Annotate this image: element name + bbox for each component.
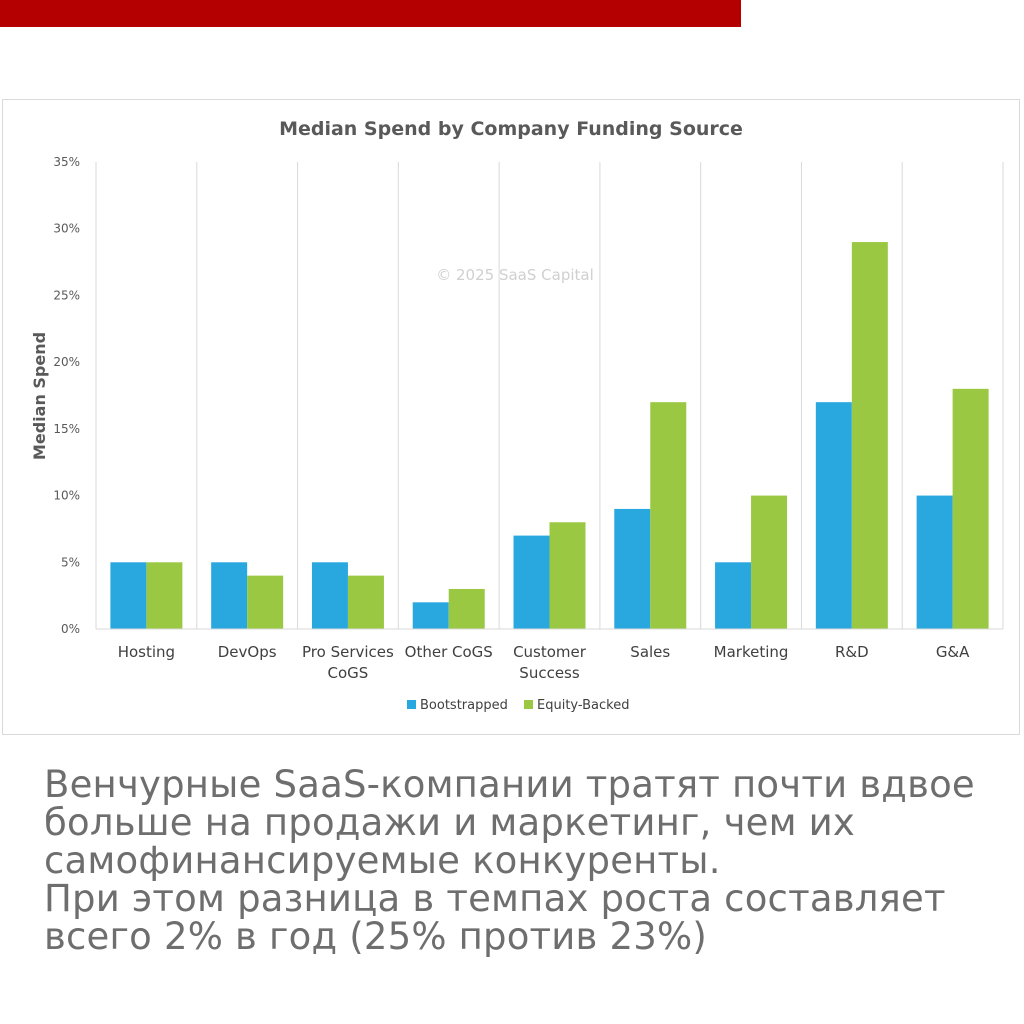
chart-title: Median Spend by Company Funding Source <box>279 118 743 140</box>
bar-equity-backed <box>247 575 284 629</box>
bar-equity-backed <box>650 402 687 629</box>
bar-bootstrapped <box>513 535 550 629</box>
bar-bootstrapped <box>110 562 147 629</box>
y-tick-label: 10% <box>53 489 80 503</box>
x-category-label: Pro Services <box>302 643 394 661</box>
caption-paragraph-1: Венчурные SaaS-компании тратят почти вдв… <box>44 763 975 882</box>
bar-equity-backed <box>851 242 888 630</box>
bar-bootstrapped <box>916 495 953 629</box>
y-tick-label: 35% <box>53 155 80 169</box>
bar-equity-backed <box>549 522 586 629</box>
x-category-label: Hosting <box>118 643 175 661</box>
y-tick-label: 25% <box>53 288 80 302</box>
legend-swatch-bootstrapped <box>407 700 416 709</box>
x-category-label: Other CoGS <box>405 643 493 661</box>
bar-equity-backed <box>751 495 788 629</box>
y-tick-label: 5% <box>61 555 80 569</box>
bar-equity-backed <box>146 562 183 629</box>
bar-chart: Median Spend by Company Funding Source ©… <box>30 118 1004 713</box>
y-tick-label: 15% <box>53 422 80 436</box>
x-category-label: G&A <box>936 643 970 661</box>
legend-label-equity-backed: Equity-Backed <box>537 698 629 713</box>
x-category-label: CoGS <box>328 664 369 682</box>
y-tick-label: 0% <box>61 622 80 636</box>
caption-text: Венчурные SaaS-компании тратят почти вдв… <box>44 766 1004 956</box>
bar-equity-backed <box>448 588 485 629</box>
y-tick-label: 30% <box>53 222 80 236</box>
watermark-text: © 2025 SaaS Capital <box>436 266 594 284</box>
y-axis-title: Median Spend <box>30 332 49 460</box>
x-category-label: Customer <box>513 643 587 661</box>
x-category-label: DevOps <box>218 643 277 661</box>
y-tick-label: 20% <box>53 355 80 369</box>
bar-bootstrapped <box>311 562 348 629</box>
x-category-label: R&D <box>835 643 869 661</box>
bar-equity-backed <box>347 575 384 629</box>
x-category-label: Sales <box>630 643 670 661</box>
bar-bootstrapped <box>614 508 651 629</box>
caption-paragraph-2: При этом разница в темпах роста составля… <box>44 877 946 958</box>
legend-label-bootstrapped: Bootstrapped <box>420 698 508 713</box>
bar-bootstrapped <box>815 402 852 629</box>
x-category-label: Success <box>519 664 580 682</box>
bar-equity-backed <box>952 388 989 629</box>
chart-frame: Median Spend by Company Funding Source ©… <box>2 99 1020 735</box>
bar-bootstrapped <box>715 562 752 629</box>
top-accent-bar <box>0 0 741 27</box>
x-category-label: Marketing <box>714 643 789 661</box>
bar-bootstrapped <box>211 562 248 629</box>
legend-swatch-equity-backed <box>524 700 533 709</box>
bar-bootstrapped <box>412 602 449 629</box>
